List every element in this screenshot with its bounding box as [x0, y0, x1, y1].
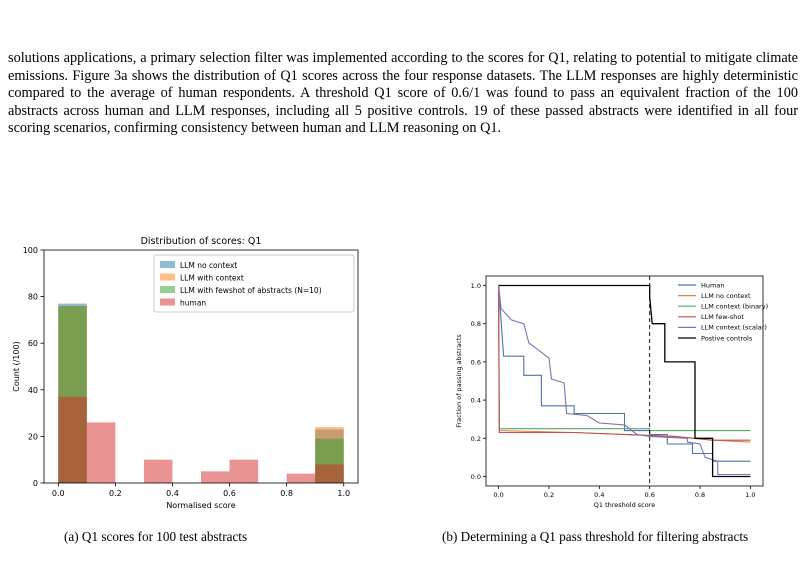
bar-3-6: [229, 459, 259, 483]
x-tick-label: 0.4: [166, 489, 179, 498]
y-tick-label: 20: [28, 432, 38, 441]
bar-3-8: [286, 473, 316, 483]
caption-b: (b) Determining a Q1 pass threshold for …: [442, 529, 749, 544]
x-tick-label: 0.6: [223, 489, 236, 498]
legend-label: LLM no context: [701, 292, 751, 300]
x-tick-label: 0.8: [695, 491, 705, 499]
chart-title: Distribution of scores: Q1: [141, 236, 262, 247]
x-tick-label: 1.0: [337, 489, 350, 498]
x-tick-label: 0.2: [544, 491, 554, 499]
legend-label: human: [180, 299, 206, 308]
x-tick-label: 0.6: [645, 491, 655, 499]
legend-label: LLM no context: [180, 261, 237, 270]
legend-swatch: [160, 298, 175, 306]
bar-3-1: [86, 422, 116, 483]
y-tick-label: 0.6: [471, 358, 481, 366]
y-tick-label: 60: [28, 339, 38, 348]
legend-label: Human: [701, 281, 724, 289]
legend-swatch: [160, 261, 175, 268]
bar-3-0: [58, 396, 87, 483]
x-axis-label: Q1 threshold score: [594, 501, 655, 509]
caption-a: (a) Q1 scores for 100 test abstracts: [64, 529, 248, 544]
plot-frame: [43, 249, 359, 484]
series-line-4: [498, 285, 751, 476]
legend-label: LLM context (scalar): [701, 324, 767, 332]
x-tick-label: 1.0: [745, 491, 755, 499]
y-axis-label: Count (/100): [12, 341, 21, 392]
legend-swatch: [160, 286, 175, 293]
y-tick-label: 40: [28, 386, 38, 395]
histogram-chart: 0.0 0.2 0.4 0.6 0.8 1.0 0 20 40 60 80 100 Distributi…: [12, 236, 359, 510]
legend-label: LLM with fewshot of abstracts (N=10): [180, 286, 322, 295]
legend-label: LLM with context: [180, 274, 244, 283]
x-tick-label: 0.2: [109, 489, 122, 498]
bar-3-5: [201, 471, 230, 483]
x-axis-label: Normalised score: [166, 501, 235, 510]
series-line-0: [498, 285, 751, 462]
plot-frame: [485, 275, 764, 487]
y-tick-label: 100: [23, 246, 38, 255]
x-tick-label: 0.4: [594, 491, 604, 499]
legend-label: LLM few-shot: [701, 313, 744, 321]
legend-label: Postive controls: [701, 334, 753, 342]
series-line-3: [498, 285, 751, 441]
y-tick-label: 0.2: [471, 435, 481, 443]
y-tick-label: 0.0: [471, 473, 481, 481]
y-tick-label: 0.8: [471, 320, 481, 328]
y-tick-label: 0: [33, 479, 38, 488]
x-tick-label: 0.0: [52, 489, 65, 498]
y-tick-label: 0.4: [471, 397, 481, 405]
y-axis-label: Fraction of passing abstracts: [455, 334, 463, 428]
y-tick-label: 80: [28, 293, 38, 302]
bar-3-9: [315, 464, 344, 483]
legend-box: [153, 254, 355, 313]
threshold-line-chart: 0.0 0.2 0.4 0.6 0.8 1.0 0.0 0.2 0.4 0.6 0.8 1.0 Q1 t…: [455, 275, 768, 509]
legend-swatch: [160, 273, 175, 281]
bar-3-3: [143, 459, 173, 483]
y-tick-label: 1.0: [471, 282, 481, 290]
x-tick-label: 0.8: [280, 489, 293, 498]
body-paragraph: solutions applications, a primary select…: [8, 50, 798, 137]
x-tick-label: 0.0: [493, 491, 503, 499]
legend-label: LLM context (binary): [701, 303, 768, 311]
